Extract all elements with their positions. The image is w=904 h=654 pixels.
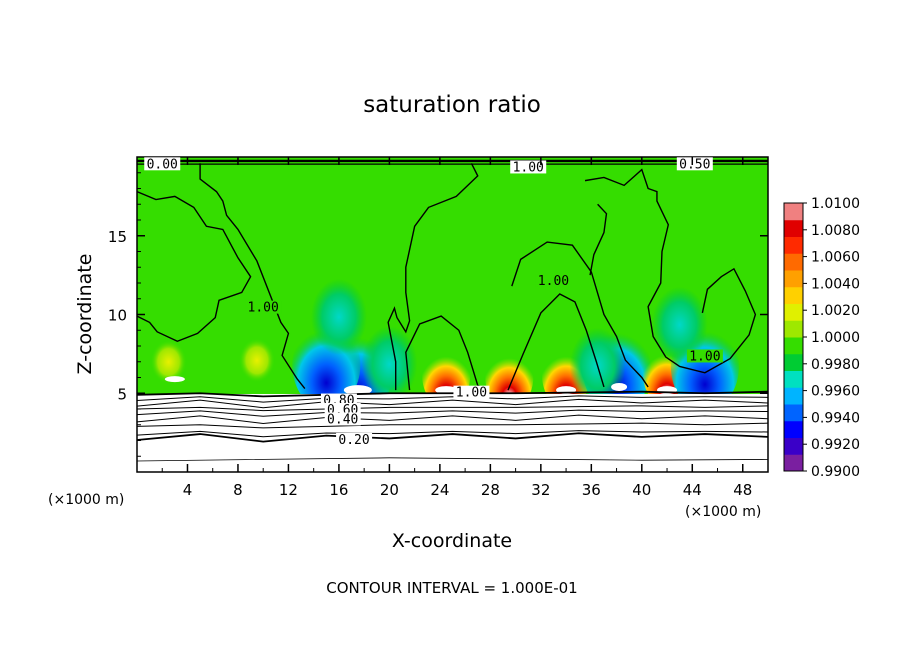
colorbar-swatch — [784, 404, 803, 422]
colorbar-swatch — [784, 320, 803, 338]
x-axis-label: X-coordinate — [392, 530, 512, 552]
y-tick-label: 5 — [117, 385, 127, 403]
contour-label: 0.00 — [147, 157, 178, 172]
contour-label: 0.40 — [327, 412, 358, 427]
x-tick-label: 24 — [430, 481, 449, 499]
contour-line — [584, 168, 757, 374]
saturated-core — [435, 386, 458, 395]
colorbar-label: 0.9980 — [811, 357, 860, 373]
colorbar-label: 1.0060 — [811, 250, 860, 266]
contour-line — [387, 162, 479, 391]
x-unit-label: (×1000 m) — [48, 492, 124, 508]
x-tick-label: 44 — [683, 481, 702, 499]
colorbar-swatch — [784, 420, 803, 438]
contour-label-bg — [453, 385, 490, 399]
contour-label-bg — [324, 412, 361, 426]
contour-label-bg — [245, 300, 282, 314]
colorbar: 1.0100 1.0080 1.0060 1.0040 1.0020 1.0000 0.99… — [783, 196, 860, 480]
x-tick-label: 36 — [582, 481, 601, 499]
contour-line — [137, 390, 768, 398]
contour-line — [137, 409, 768, 417]
colorbar-swatch — [784, 219, 803, 237]
contour-labels: 0.00 1.00 0.501.001.001.001.000.800.600.40… — [144, 157, 723, 448]
colorbar-swatch — [784, 203, 803, 221]
colorbar-swatch — [784, 353, 803, 371]
field-anomaly — [651, 286, 708, 363]
saturated-core — [343, 385, 372, 396]
colorbar-swatch — [784, 270, 803, 288]
colorbar-swatch — [784, 303, 803, 321]
contour-label-bg — [676, 157, 713, 171]
colorbar-label: 1.0040 — [811, 276, 860, 292]
x-tick-label: 20 — [380, 481, 399, 499]
x-tick-label: 4 — [183, 481, 193, 499]
saturated-core — [611, 382, 628, 391]
contour-label: 0.50 — [679, 157, 710, 172]
contour-line — [137, 457, 768, 462]
colorbar-label: 1.0080 — [811, 223, 860, 239]
field-anomaly — [238, 338, 275, 383]
colorbar-swatch — [784, 437, 803, 455]
contour-label: 1.00 — [538, 274, 569, 289]
colorbar-label: 1.0100 — [811, 196, 860, 212]
x-tick-label: 32 — [531, 481, 550, 499]
y-tick-label: 10 — [108, 307, 127, 325]
contour-label: 0.20 — [338, 433, 369, 448]
field-anomaly — [310, 278, 367, 355]
contour-line — [137, 422, 768, 429]
field-layer — [137, 157, 768, 472]
contour-line — [589, 203, 608, 276]
contour-line — [199, 163, 306, 389]
chart-title: saturation ratio — [363, 92, 541, 118]
contour-line — [137, 432, 768, 443]
x-tick-label: 16 — [329, 481, 348, 499]
contour-line — [137, 430, 768, 438]
colorbar-label: 0.9960 — [811, 384, 860, 400]
contour-lines — [137, 159, 768, 462]
colorbar-label: 0.9940 — [811, 410, 860, 426]
contour-label: 1.00 — [248, 301, 279, 316]
colorbar-swatch — [784, 387, 803, 405]
contour-line — [405, 315, 487, 391]
x-tick-label: 12 — [279, 481, 298, 499]
colorbar-swatch — [784, 286, 803, 304]
field-anomaly — [150, 339, 187, 384]
colorbar-swatch — [784, 454, 803, 472]
colorbar-label: 0.9920 — [811, 437, 860, 453]
contour-line — [511, 241, 649, 388]
saturated-core — [164, 376, 185, 383]
contour-label-bg — [144, 157, 181, 171]
colorbar-swatch — [784, 236, 803, 254]
x-tick-label: 8 — [233, 481, 243, 499]
y-axis-label: Z-coordinate — [74, 254, 96, 375]
contour-label-bg — [510, 160, 547, 174]
y-tick-label: 15 — [108, 228, 127, 246]
colorbar-label: 1.0020 — [811, 303, 860, 319]
contour-label-bg — [686, 349, 723, 363]
contour-label-bg — [336, 432, 373, 446]
colorbar-label: 0.9900 — [811, 464, 860, 480]
contour-label: 1.00 — [689, 349, 720, 364]
colorbar-swatch — [784, 253, 803, 271]
contour-label-bg — [535, 273, 572, 287]
contour-line — [507, 293, 605, 391]
contour-line — [137, 405, 768, 412]
x-unit-label-right: (×1000 m) — [685, 504, 761, 520]
contour-line — [137, 398, 768, 409]
contour-interval-note: CONTOUR INTERVAL = 1.000E-01 — [326, 579, 577, 597]
contour-line — [137, 395, 768, 403]
contour-line — [137, 414, 768, 424]
contour-line — [137, 191, 252, 343]
colorbar-swatch — [784, 370, 803, 388]
x-tick-label: 48 — [733, 481, 752, 499]
x-tick-label: 28 — [481, 481, 500, 499]
contour-label: 1.00 — [513, 160, 544, 175]
contour-label: 1.00 — [456, 386, 487, 401]
colorbar-label: 1.0000 — [811, 330, 860, 346]
field-anomaly — [361, 326, 418, 403]
colorbar-swatch — [784, 337, 803, 355]
x-tick-label: 40 — [632, 481, 651, 499]
